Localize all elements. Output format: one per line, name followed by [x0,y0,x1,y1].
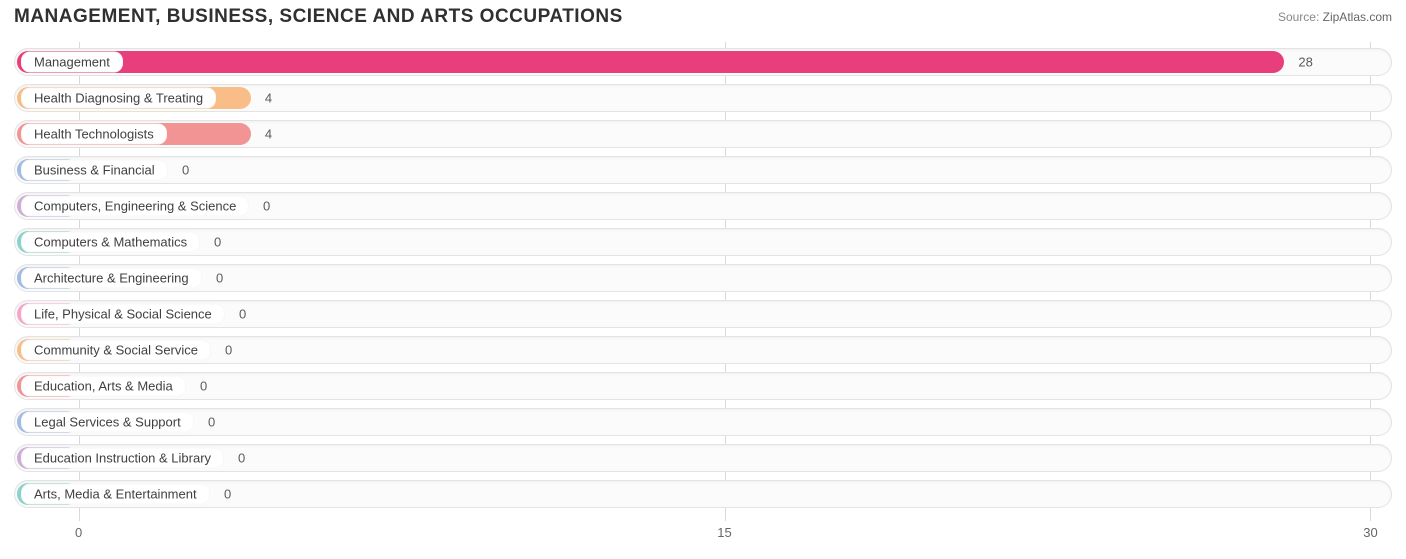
chart-container: MANAGEMENT, BUSINESS, SCIENCE AND ARTS O… [0,0,1406,559]
bar-row: Business & Financial 0 [14,156,1392,184]
bar-row: Education, Arts & Media 0 [14,372,1392,400]
category-label: Computers & Mathematics [21,232,200,253]
bar-track [14,480,1392,508]
category-label: Education Instruction & Library [21,448,224,469]
category-label: Health Diagnosing & Treating [21,88,216,109]
value-label: 4 [265,127,272,142]
category-label: Arts, Media & Entertainment [21,484,210,505]
source-attribution: Source: ZipAtlas.com [1278,10,1392,24]
value-label: 0 [239,307,246,322]
bar-track [14,372,1392,400]
bar-fill [17,51,1284,73]
value-label: 0 [224,487,231,502]
chart-title: MANAGEMENT, BUSINESS, SCIENCE AND ARTS O… [14,6,623,28]
category-label: Health Technologists [21,124,167,145]
bar-row: Legal Services & Support 0 [14,408,1392,436]
bar-row: Management 28 [14,48,1392,76]
bar-row: Arts, Media & Entertainment 0 [14,480,1392,508]
category-label: Management [21,52,123,73]
category-label: Community & Social Service [21,340,211,361]
bar-row: Computers & Mathematics 0 [14,228,1392,256]
category-label: Legal Services & Support [21,412,194,433]
category-label: Architecture & Engineering [21,268,202,289]
value-label: 0 [182,163,189,178]
value-label: 28 [1298,55,1312,70]
x-tick-label: 30 [1363,525,1377,540]
bar-row: Education Instruction & Library 0 [14,444,1392,472]
x-tick-label: 15 [717,525,731,540]
value-label: 4 [265,91,272,106]
category-label: Computers, Engineering & Science [21,196,249,217]
bar-track [14,156,1392,184]
x-axis: 0 15 30 [14,525,1392,545]
bar-row: Health Technologists 4 [14,120,1392,148]
category-label: Life, Physical & Social Science [21,304,225,325]
value-label: 0 [214,235,221,250]
bar-track [14,408,1392,436]
bar-track [14,336,1392,364]
bar-row: Computers, Engineering & Science 0 [14,192,1392,220]
category-label: Education, Arts & Media [21,376,186,397]
source-site: ZipAtlas.com [1323,10,1392,24]
value-label: 0 [238,451,245,466]
bar-row: Life, Physical & Social Science 0 [14,300,1392,328]
value-label: 0 [200,379,207,394]
value-label: 0 [225,343,232,358]
value-label: 0 [216,271,223,286]
value-label: 0 [208,415,215,430]
category-label: Business & Financial [21,160,168,181]
bar-row: Community & Social Service 0 [14,336,1392,364]
bars-group: Management 28 Health Diagnosing & Treating… [14,42,1392,521]
value-label: 0 [263,199,270,214]
bar-row: Architecture & Engineering 0 [14,264,1392,292]
plot-area: Management 28 Health Diagnosing & Treating… [14,42,1392,521]
source-label: Source: [1278,10,1319,24]
x-tick-label: 0 [75,525,82,540]
bar-row: Health Diagnosing & Treating 4 [14,84,1392,112]
